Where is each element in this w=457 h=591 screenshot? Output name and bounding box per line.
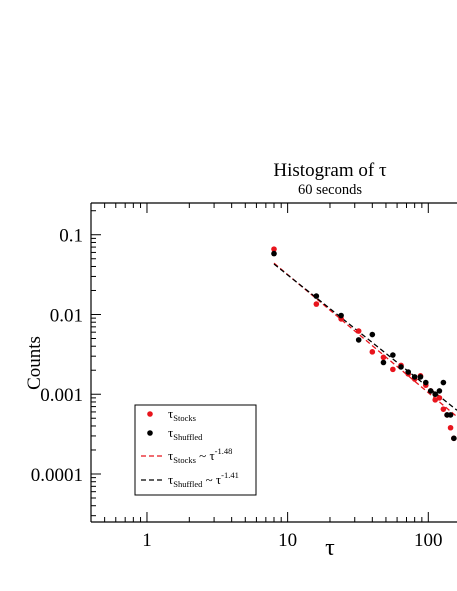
stocks-point: [432, 397, 439, 403]
y-axis-label: Counts: [24, 336, 45, 390]
legend-shuffled-fit-label: τShuffled ~ τ-1.41: [168, 470, 239, 489]
legend-shuffled-marker: [147, 430, 153, 436]
stocks-point: [380, 354, 387, 361]
stocks-point: [436, 395, 443, 401]
shuffled-point: [355, 337, 362, 343]
shuffled-point: [338, 312, 344, 319]
shuffled-fit-line: [273, 263, 457, 411]
plot-area: 1 10 100 0.1 0.01 0.001 0.0001 τStocks τShuffled…: [31, 202, 457, 551]
shuffled-point: [405, 369, 412, 375]
shuffled-point: [427, 388, 434, 394]
stocks-point: [390, 366, 396, 373]
y-tick-label: 0.0001: [31, 465, 83, 486]
stocks-point: [313, 301, 320, 307]
stocks-point: [440, 406, 447, 412]
legend-stocks-fit-label: τStocks ~ τ-1.48: [168, 446, 232, 465]
shuffled-point: [380, 359, 387, 366]
stocks-point: [369, 349, 376, 355]
legend-stocks-label: τStocks: [168, 406, 196, 423]
legend-box: [134, 404, 257, 496]
y-tick-label: 0.1: [59, 226, 83, 247]
x-axis-label: τ: [325, 535, 335, 561]
legend: τStocks τShuffled τStocks ~ τ-1.48 τShuffle…: [134, 404, 257, 496]
shuffled-point: [417, 374, 424, 380]
legend-stocks-marker: [147, 411, 153, 417]
y-tick-label: 0.001: [40, 385, 83, 406]
shuffled-point: [369, 331, 376, 338]
shuffled-point: [436, 388, 443, 394]
x-tick-label: 10: [278, 530, 297, 551]
shuffled-point: [447, 412, 454, 418]
stocks-point: [447, 424, 454, 431]
shuffled-point: [313, 293, 320, 299]
shuffled-point: [451, 435, 457, 442]
shuffled-point: [390, 352, 396, 358]
shuffled-point: [422, 379, 429, 386]
shuffled-point: [440, 379, 447, 386]
shuffled-point: [398, 364, 404, 370]
x-tick-label: 1: [142, 530, 152, 551]
chart-subtitle: 60 seconds: [298, 182, 362, 198]
chart-title: Histogram of τ: [273, 160, 387, 181]
shuffled-point: [432, 391, 439, 398]
shuffled-point: [271, 250, 277, 257]
stocks-point: [355, 328, 362, 334]
legend-shuffled-label: τShuffled: [168, 425, 203, 442]
x-tick-label: 100: [414, 530, 443, 551]
stocks-point: [271, 246, 277, 252]
shuffled-point: [411, 374, 418, 380]
y-tick-label: 0.01: [50, 305, 83, 326]
